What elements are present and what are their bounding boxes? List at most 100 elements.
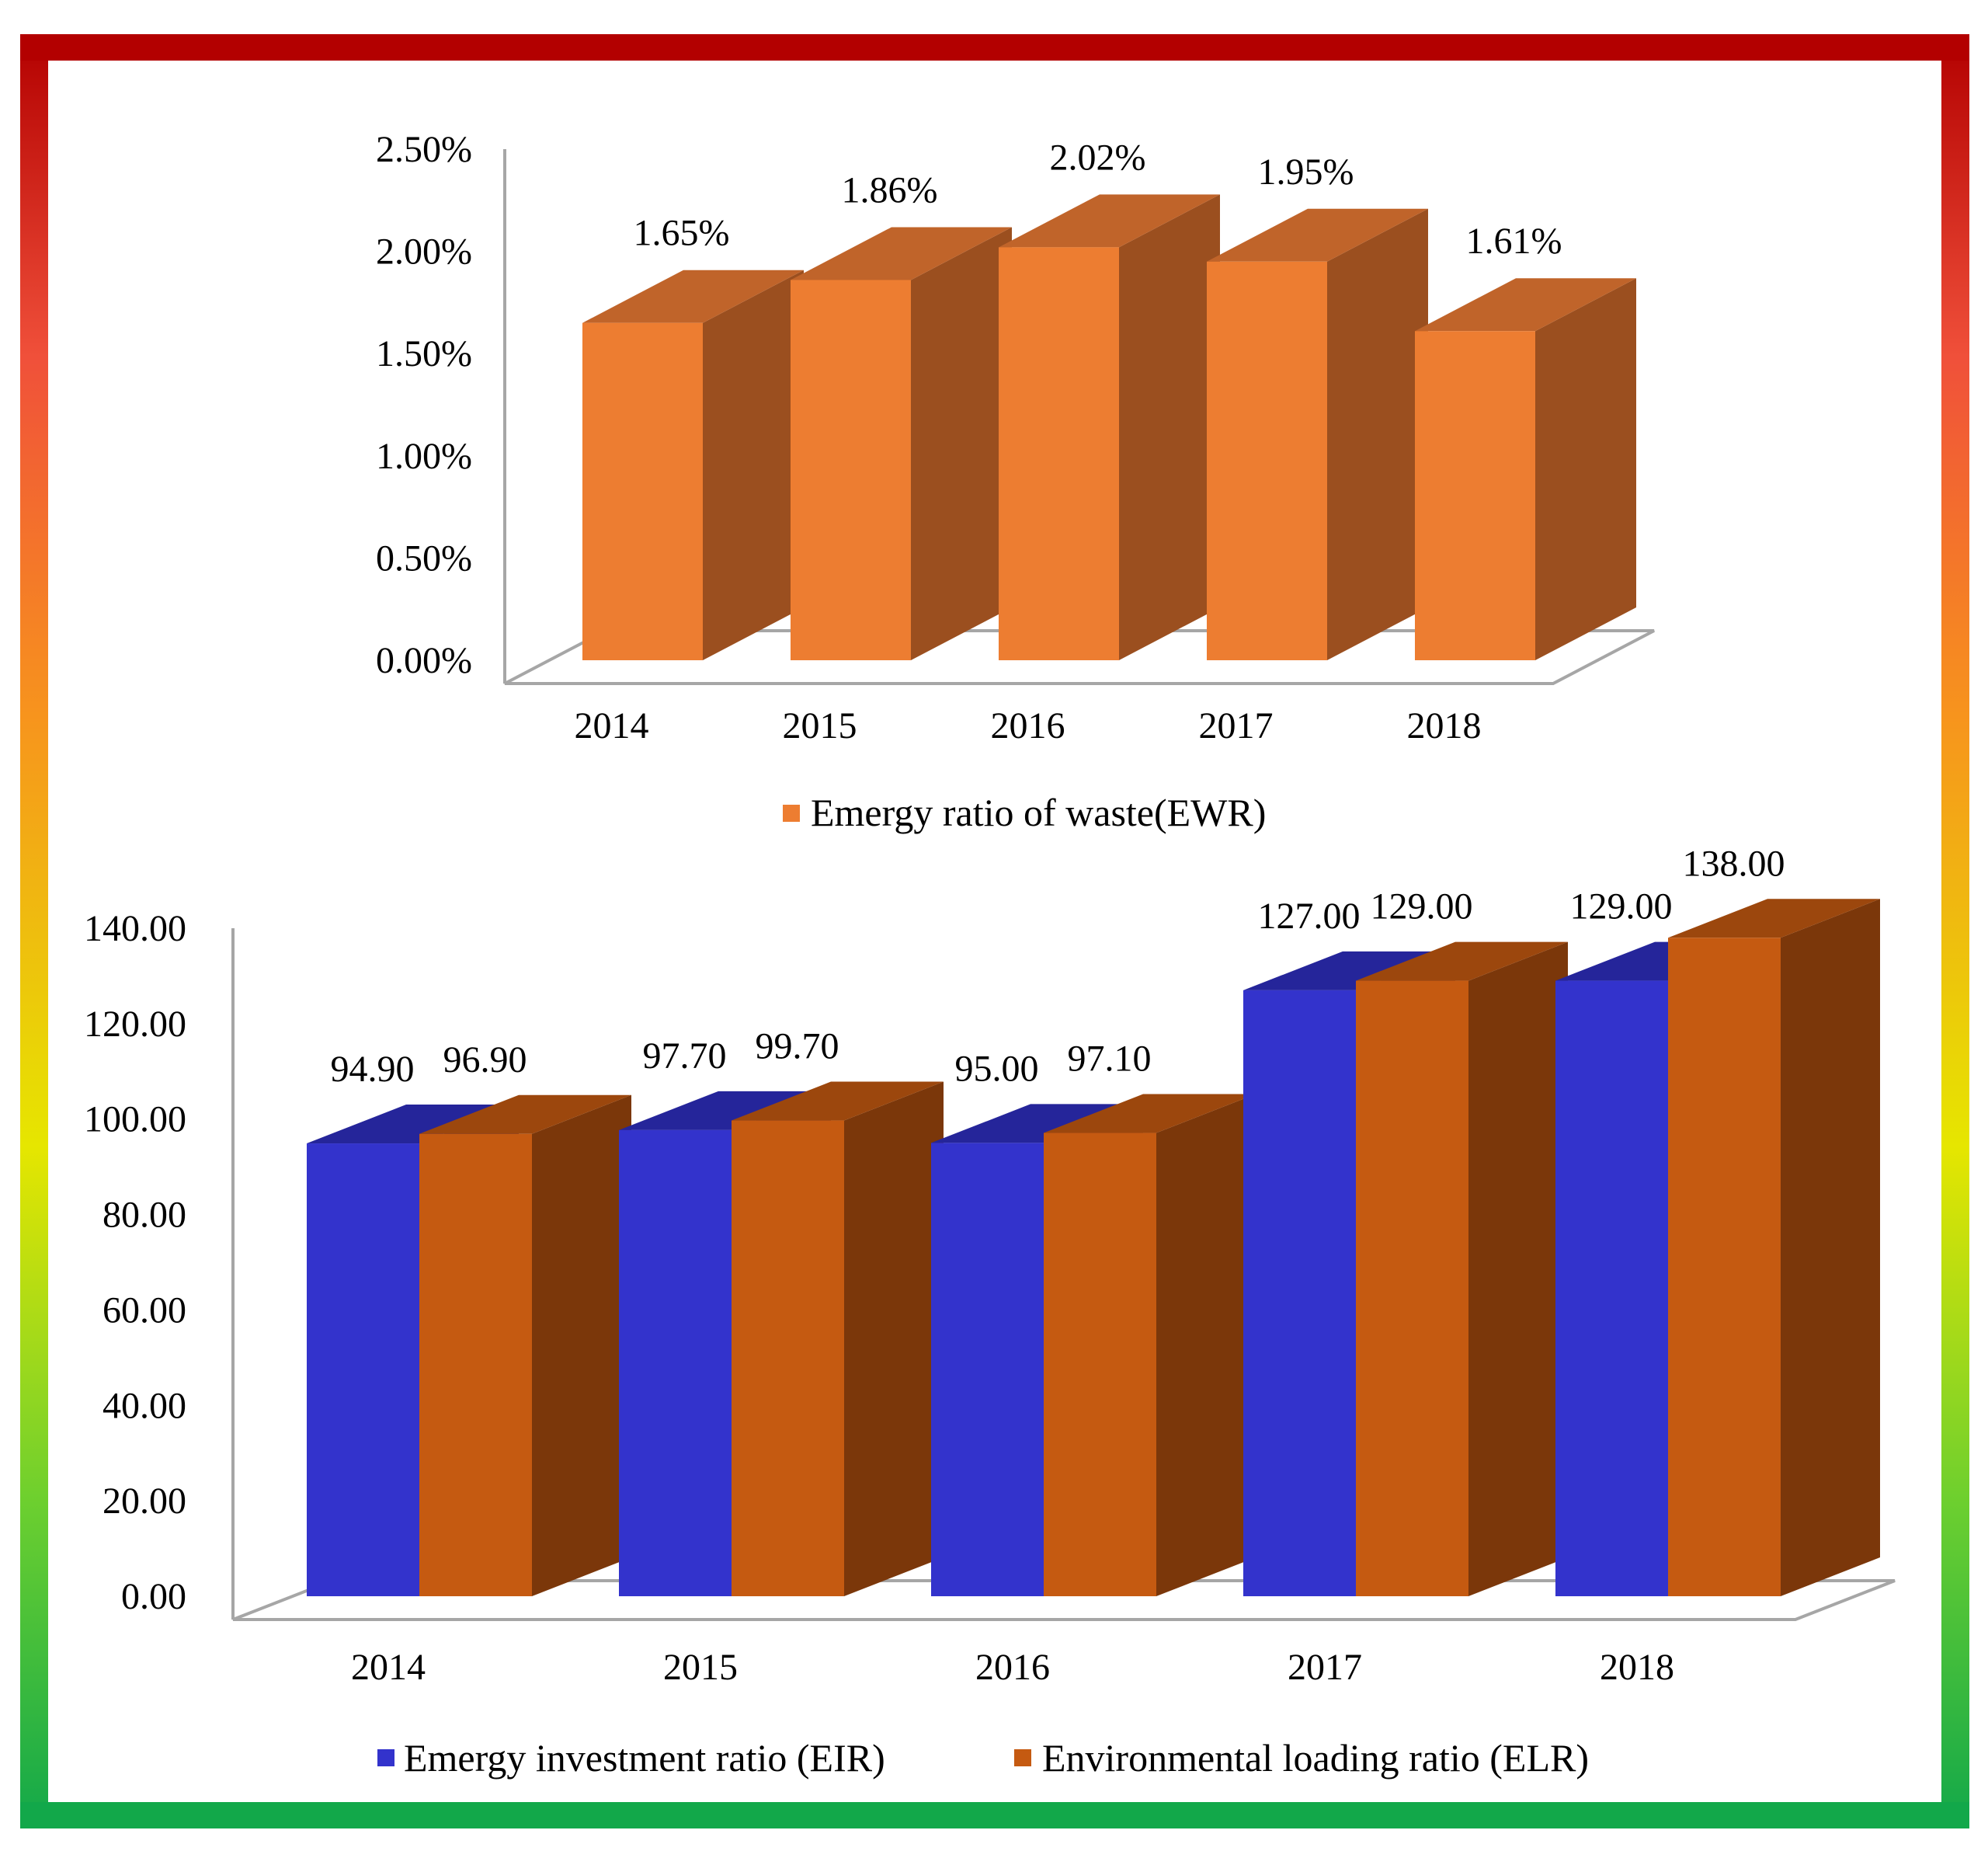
eir-elr-bar [419, 1094, 631, 1596]
ewr-data-label: 2.02% [1050, 137, 1146, 178]
decorative-frame [20, 34, 1969, 1828]
ewr-bar [791, 227, 1012, 660]
eir-elr-bar [1356, 941, 1568, 1596]
ewr-bar-side [1535, 278, 1636, 660]
eir-elr-y-tick-label: 140.00 [84, 908, 186, 949]
ewr-bar-front [1207, 261, 1327, 660]
ewr-bar-front [791, 280, 911, 660]
eir-elr-bar-side [844, 1081, 944, 1596]
ewr-x-tick-label: 2017 [1199, 705, 1274, 746]
frame-left-edge [20, 34, 48, 1827]
eir-elr-x-tick-label: 2018 [1600, 1647, 1674, 1688]
eir-elr-y-tick-label: 120.00 [84, 1004, 186, 1045]
ewr-bar [999, 194, 1220, 660]
ewr-x-tick-label: 2014 [575, 705, 649, 746]
eir-elr-bar-top [1044, 1094, 1256, 1133]
eir-elr-x-tick-label: 2015 [663, 1647, 738, 1688]
eir-elr-y-tick-label: 80.00 [103, 1195, 186, 1236]
eir-elr-bar [732, 1081, 944, 1596]
eir-elr-bar-front [307, 1143, 419, 1596]
ewr-bar-side [703, 270, 804, 660]
eir-elr-data-label: 96.90 [443, 1039, 527, 1080]
ewr-data-label: 1.61% [1466, 221, 1562, 262]
eir-elr-data-label: 95.00 [955, 1048, 1039, 1089]
ewr-bar-top [1415, 278, 1636, 332]
ewr-bar-top [999, 194, 1220, 248]
eir-elr-bar-front [1555, 980, 1668, 1596]
eir-elr-bar-front [619, 1129, 732, 1596]
ewr-y-tick-label: 2.00% [376, 231, 472, 273]
ewr-bar-side [1327, 208, 1428, 660]
ewr-y-tick-label: 2.50% [376, 129, 472, 170]
eir-elr-data-label: 127.00 [1258, 896, 1361, 937]
ewr-bar-front [1415, 331, 1535, 660]
ewr-data-label: 1.86% [842, 169, 938, 211]
eir-elr-y-tick-label: 100.00 [84, 1099, 186, 1140]
eir-elr-bar-front [419, 1133, 532, 1596]
eir-elr-bar-front [1044, 1133, 1156, 1596]
eir-elr-bar-top [931, 1104, 1143, 1143]
ewr-bar [1415, 278, 1636, 660]
ewr-legend-label: Emergy ratio of waste(EWR) [811, 791, 1266, 834]
ewr-y-tick-label: 0.00% [376, 640, 472, 681]
eir-elr-legend: Emergy investment ratio (EIR) Environmen… [377, 1736, 1589, 1780]
eir-elr-bar-front [1243, 990, 1356, 1596]
eir-elr-y-tick-label: 60.00 [103, 1289, 186, 1331]
eir-elr-bar-top [419, 1094, 631, 1134]
ewr-x-tick-label: 2018 [1407, 705, 1482, 746]
eir-elr-x-tick-label: 2016 [975, 1647, 1050, 1688]
eir-elr-data-label: 97.70 [643, 1035, 727, 1077]
eir-elr-bar-side [1781, 899, 1880, 1596]
eir-legend-label: Emergy investment ratio (EIR) [404, 1736, 885, 1780]
ewr-legend: Emergy ratio of waste(EWR) [783, 791, 1266, 834]
elr-legend-label: Environmental loading ratio (ELR) [1042, 1736, 1589, 1780]
ewr-legend-swatch [783, 805, 800, 822]
ewr-chart: 0.00% 0.50% 1.00% 1.50% 2.00% 2.50% 1.65% 2014 1… [376, 129, 1655, 746]
eir-elr-x-tick-label: 2017 [1288, 1647, 1362, 1688]
eir-elr-bar-top [307, 1105, 519, 1144]
eir-elr-bar-top [732, 1081, 944, 1121]
frame-right-edge [1941, 34, 1969, 1827]
ewr-bar-front [999, 247, 1119, 660]
eir-elr-bar-side [532, 1094, 631, 1596]
eir-elr-chart: 0.00 20.00 40.00 60.00 80.00 100.00 120.00 140.… [84, 843, 1896, 1688]
eir-legend-swatch [377, 1749, 394, 1766]
ewr-bar [582, 270, 804, 660]
ewr-bar-front [582, 322, 703, 660]
ewr-y-tick-label: 1.50% [376, 333, 472, 374]
frame-bottom-edge [20, 1802, 1969, 1828]
ewr-x-tick-label: 2015 [783, 705, 857, 746]
ewr-bar-top [1207, 208, 1428, 262]
ewr-data-label: 1.65% [634, 213, 730, 254]
frame-top-edge [20, 34, 1969, 61]
ewr-bar-side [911, 227, 1012, 660]
eir-elr-x-tick-label: 2014 [351, 1647, 426, 1688]
eir-elr-data-label: 97.10 [1068, 1039, 1152, 1080]
eir-elr-bar-top [619, 1091, 831, 1130]
eir-elr-bar-top [1356, 941, 1568, 981]
ewr-bar-top [582, 270, 804, 323]
ewr-x-tick-label: 2016 [991, 705, 1065, 746]
elr-legend-swatch [1014, 1749, 1031, 1766]
eir-elr-y-tick-label: 0.00 [121, 1576, 186, 1617]
eir-elr-bar [1044, 1094, 1256, 1596]
eir-elr-bar-front [1668, 938, 1781, 1596]
eir-elr-data-label: 129.00 [1570, 886, 1673, 927]
eir-elr-data-label: 94.90 [331, 1049, 415, 1090]
ewr-y-tick-label: 1.00% [376, 436, 472, 477]
eir-elr-data-label: 129.00 [1371, 886, 1473, 927]
ewr-bar [1207, 208, 1428, 660]
eir-elr-bar-side [1156, 1094, 1256, 1596]
ewr-bar-side [1119, 194, 1220, 660]
eir-elr-bar [1668, 899, 1880, 1596]
eir-elr-bar-side [1468, 941, 1568, 1596]
eir-elr-bar-front [931, 1143, 1044, 1596]
ewr-data-label: 1.95% [1258, 151, 1354, 193]
eir-elr-bar-top [1668, 899, 1880, 938]
ewr-bar-top [791, 227, 1012, 280]
eir-elr-data-label: 138.00 [1683, 843, 1785, 884]
eir-elr-bar-top [1243, 951, 1455, 990]
eir-elr-bar-front [1356, 980, 1468, 1596]
eir-elr-bar-front [732, 1120, 844, 1596]
